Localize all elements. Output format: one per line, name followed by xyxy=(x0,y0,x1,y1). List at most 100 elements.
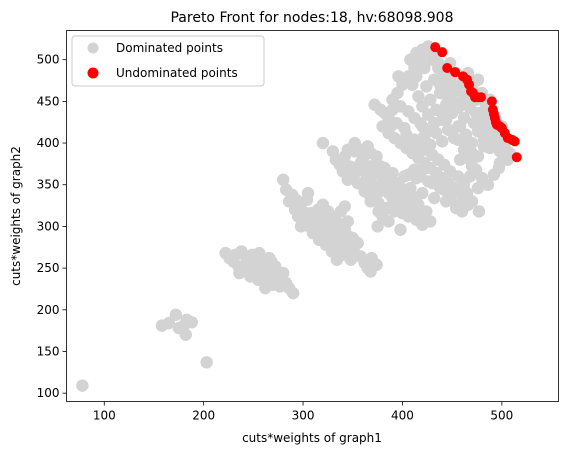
y-tick-label: 100 xyxy=(37,386,60,400)
dominated-point xyxy=(276,173,290,186)
dominated-point xyxy=(169,308,183,321)
y-tick-label: 450 xyxy=(37,94,60,108)
x-tick-label: 500 xyxy=(490,409,513,423)
undominated-point xyxy=(430,42,441,53)
dominated-point xyxy=(449,201,463,215)
dominated-point xyxy=(420,205,433,218)
dominated-point xyxy=(179,328,192,342)
dominated-point xyxy=(461,198,475,211)
dominated-point xyxy=(254,273,267,286)
dominated-points xyxy=(76,40,516,392)
dominated-point xyxy=(350,165,363,178)
y-tick-label: 200 xyxy=(37,303,60,317)
dominated-point xyxy=(472,205,486,218)
dominated-point xyxy=(481,123,495,136)
dominated-point xyxy=(420,161,433,175)
dominated-point xyxy=(493,156,507,170)
dominated-point xyxy=(434,78,447,91)
dominated-point xyxy=(388,195,401,208)
undominated-point xyxy=(486,96,497,107)
dominated-point xyxy=(380,176,393,190)
dominated-point xyxy=(368,183,381,196)
dominated-point xyxy=(371,220,384,233)
dominated-point xyxy=(487,168,501,181)
dominated-point xyxy=(386,166,399,180)
dominated-point xyxy=(335,240,349,253)
y-tick-label: 400 xyxy=(37,136,60,150)
x-axis-label: cuts*weights of graph1 xyxy=(242,431,382,445)
dominated-point xyxy=(391,86,404,100)
dominated-point xyxy=(416,120,429,133)
dominated-point xyxy=(200,356,213,369)
legend-marker-dominated xyxy=(87,42,99,54)
dominated-point xyxy=(341,215,354,228)
dominated-point xyxy=(276,266,290,280)
dominated-point xyxy=(436,135,449,148)
dominated-point xyxy=(386,103,399,116)
undominated-point xyxy=(475,92,486,103)
dominated-point xyxy=(424,93,437,106)
dominated-point xyxy=(483,141,497,155)
dominated-point xyxy=(286,286,300,300)
dominated-point xyxy=(382,215,395,228)
dominated-point xyxy=(346,231,359,245)
undominated-point xyxy=(437,47,448,58)
dominated-point xyxy=(307,208,321,221)
x-tick-label: 200 xyxy=(192,409,215,423)
dominated-point xyxy=(471,181,485,195)
dominated-point xyxy=(384,120,397,133)
dominated-point xyxy=(162,316,176,330)
dominated-point xyxy=(412,90,425,103)
dominated-point xyxy=(449,81,463,95)
y-tick-label: 250 xyxy=(37,261,60,275)
y-axis-label: cuts*weights of graph2 xyxy=(9,146,23,286)
dominated-point xyxy=(362,170,375,183)
dominated-point xyxy=(265,255,278,268)
dominated-point xyxy=(357,180,370,193)
dominated-point xyxy=(416,186,429,200)
dominated-point xyxy=(253,246,266,260)
dominated-point xyxy=(356,143,369,156)
dominated-point xyxy=(428,116,441,130)
dominated-point xyxy=(364,195,377,208)
dominated-point xyxy=(330,253,344,266)
x-tick-label: 400 xyxy=(391,409,414,423)
dominated-point xyxy=(364,265,377,278)
legend-label-dominated: Dominated points xyxy=(116,41,223,55)
dominated-point xyxy=(463,153,477,166)
y-tick-label: 350 xyxy=(37,178,60,192)
dominated-point xyxy=(453,153,467,166)
plot-area xyxy=(66,30,559,402)
points-layer xyxy=(76,40,522,392)
axes: 100 200 300 400 500 100 150 200 250 300 350 400 450 5… xyxy=(37,53,514,423)
dominated-point xyxy=(457,183,471,196)
dominated-point xyxy=(424,215,437,228)
y-tick-label: 150 xyxy=(37,344,60,358)
dominated-point xyxy=(432,171,445,185)
legend-label-undominated: Undominated points xyxy=(116,66,238,80)
dominated-point xyxy=(481,178,495,191)
y-tick-label: 500 xyxy=(37,53,60,67)
dominated-point xyxy=(439,113,453,126)
undominated-point xyxy=(450,67,461,78)
legend-marker-undominated xyxy=(87,67,99,79)
dominated-point xyxy=(185,316,198,329)
dominated-point xyxy=(457,143,471,156)
legend-box xyxy=(71,35,265,87)
dominated-point xyxy=(301,186,315,200)
dominated-point xyxy=(338,200,352,213)
dominated-point xyxy=(289,193,303,206)
dominated-point xyxy=(471,73,485,86)
dominated-point xyxy=(316,136,330,150)
chart-title: Pareto Front for nodes:18, hv:68098.908 xyxy=(170,10,453,26)
y-tick-label: 300 xyxy=(37,219,60,233)
dominated-point xyxy=(392,70,405,83)
undominated-point xyxy=(442,63,453,74)
dominated-point xyxy=(404,181,417,195)
x-tick-label: 100 xyxy=(93,409,116,423)
dominated-point xyxy=(443,191,457,205)
undominated-points xyxy=(430,42,522,163)
dominated-point xyxy=(374,160,387,173)
dominated-point xyxy=(451,101,465,115)
